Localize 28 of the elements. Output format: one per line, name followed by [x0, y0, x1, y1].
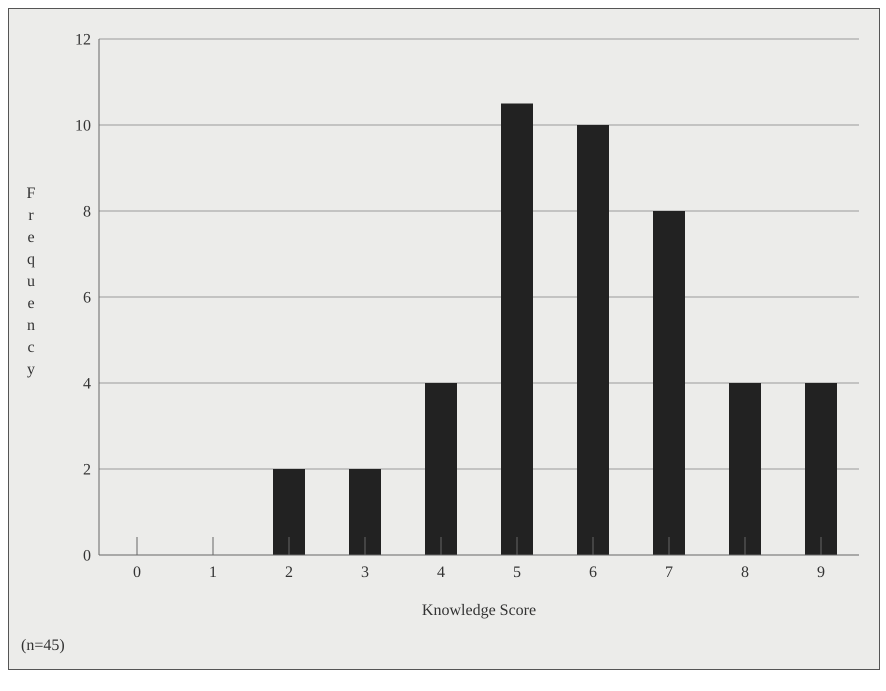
bar — [273, 469, 305, 555]
y-tick-label: 2 — [83, 462, 91, 479]
bar — [501, 104, 533, 555]
x-tick-label: 2 — [285, 564, 293, 581]
bar — [425, 383, 457, 555]
x-tick-label: 1 — [209, 564, 217, 581]
bar — [805, 383, 837, 555]
x-tick-label: 3 — [361, 564, 369, 581]
x-tick-label: 9 — [817, 564, 825, 581]
bar — [349, 469, 381, 555]
y-tick-label: 0 — [83, 548, 91, 565]
x-axis-title: Knowledge Score — [422, 602, 536, 619]
x-tick-label: 8 — [741, 564, 749, 581]
y-tick-label: 8 — [83, 204, 91, 221]
text: Frequency — [26, 185, 36, 378]
bar — [653, 211, 685, 555]
x-tick-label: 4 — [437, 564, 445, 581]
y-tick-label: 12 — [75, 32, 91, 49]
x-tick-label: 5 — [513, 564, 521, 581]
x-tick-label: 7 — [665, 564, 673, 581]
y-tick-label: 6 — [83, 290, 91, 307]
y-tick-label: 4 — [83, 376, 91, 393]
x-tick-label: 0 — [133, 564, 141, 581]
y-tick-label: 10 — [75, 118, 91, 135]
bar — [577, 125, 609, 555]
x-tick-label: 6 — [589, 564, 597, 581]
bar — [729, 383, 761, 555]
text: (n=45) — [21, 637, 65, 655]
